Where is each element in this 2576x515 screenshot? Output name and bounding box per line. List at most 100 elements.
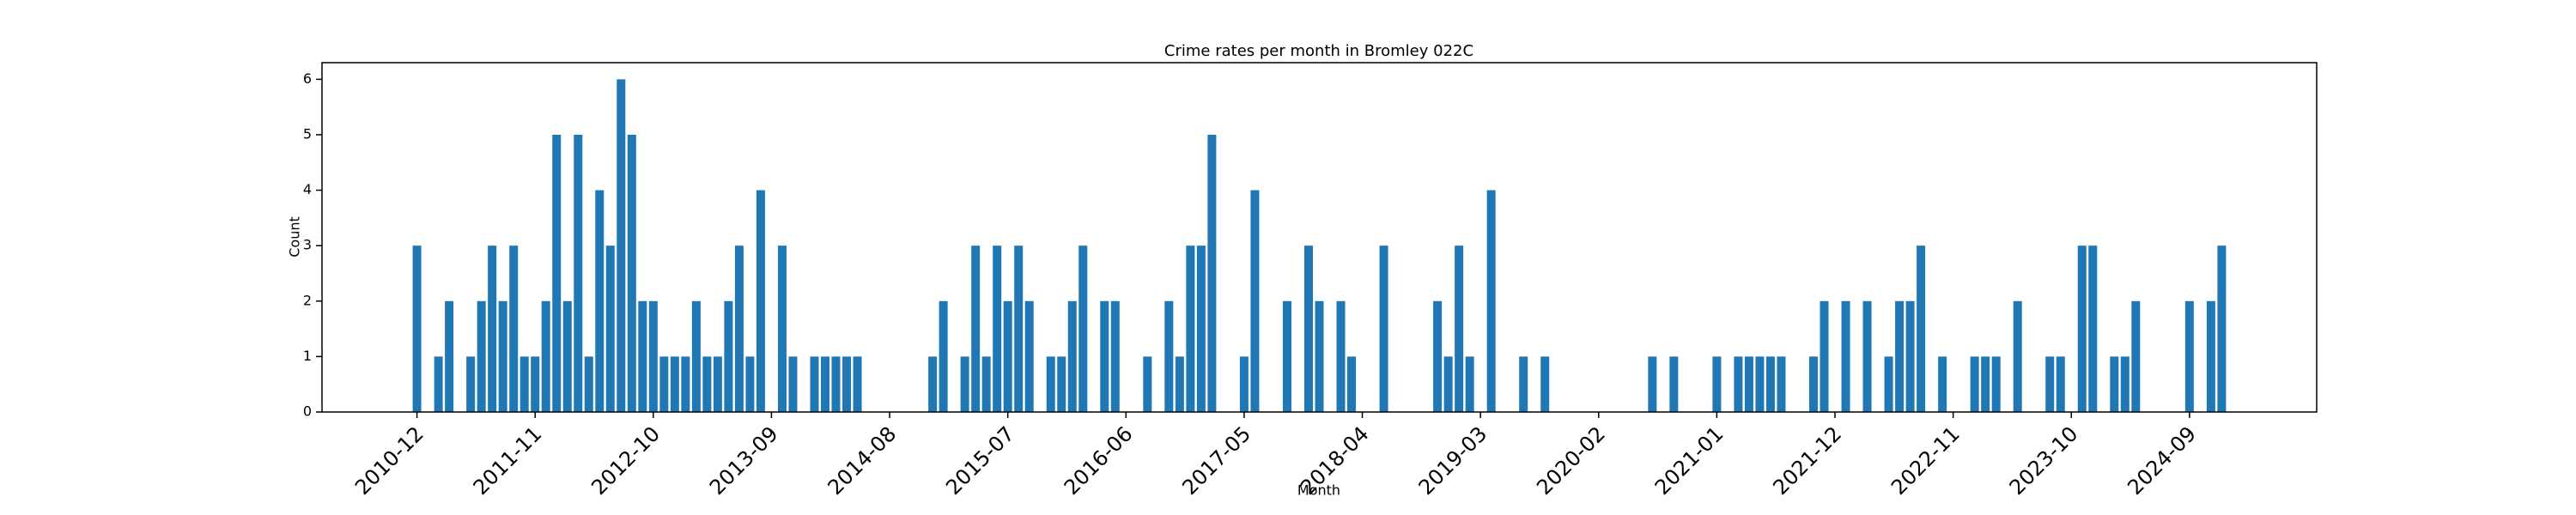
x-tick-label: 2021-12 <box>1769 421 1847 500</box>
bar <box>1303 245 1313 412</box>
bar <box>1078 245 1088 412</box>
bar <box>960 356 969 412</box>
bar <box>1164 300 1174 412</box>
bar <box>562 300 572 412</box>
bar <box>2056 356 2065 412</box>
bar <box>1239 356 1249 412</box>
x-tick-label: 2014-08 <box>823 421 902 500</box>
bar <box>1100 300 1109 412</box>
bar <box>627 134 636 412</box>
bar <box>1196 245 1206 412</box>
bar <box>1648 356 1657 412</box>
x-tick-label: 2017-05 <box>1177 421 1255 500</box>
y-tick-label: 0 <box>303 403 312 420</box>
bar <box>1057 356 1066 412</box>
bar <box>939 300 948 412</box>
bar <box>2217 245 2227 412</box>
chart-title: Crime rates per month in Bromley 022C <box>1164 42 1473 60</box>
bar <box>1443 356 1453 412</box>
bar <box>2110 356 2119 412</box>
bar <box>552 134 562 412</box>
bar <box>853 356 862 412</box>
bar <box>509 245 519 412</box>
bar <box>681 356 690 412</box>
bar <box>1917 245 1926 412</box>
bar <box>734 245 744 412</box>
x-tick-label: 2011-11 <box>469 421 547 500</box>
bar <box>1143 356 1152 412</box>
x-tick-label: 2012-10 <box>586 421 665 500</box>
bar <box>1991 356 2001 412</box>
y-tick-label: 2 <box>303 292 312 308</box>
x-tick-label: 2010-12 <box>350 421 428 500</box>
bar <box>1808 356 1818 412</box>
bar <box>971 245 981 412</box>
bar <box>1540 356 1550 412</box>
bar <box>777 245 787 412</box>
bar <box>412 245 422 412</box>
bar <box>1465 356 1474 412</box>
bar <box>638 300 647 412</box>
y-tick-label: 5 <box>303 125 312 142</box>
x-tick-label: 2023-10 <box>2005 421 2083 500</box>
bar <box>745 356 755 412</box>
bar <box>1250 190 1260 413</box>
bar <box>466 356 476 412</box>
bar <box>605 245 615 412</box>
bar <box>659 356 669 412</box>
bar <box>1207 134 1217 412</box>
bar <box>1765 356 1775 412</box>
bar <box>1669 356 1679 412</box>
bar <box>1455 245 1464 412</box>
bar <box>1884 356 1893 412</box>
bar <box>584 356 593 412</box>
bar <box>445 300 454 412</box>
bar <box>1046 356 1055 412</box>
bar <box>842 356 852 412</box>
bar <box>1755 356 1765 412</box>
bar <box>1024 300 1034 412</box>
bar <box>1175 356 1184 412</box>
bar <box>702 356 712 412</box>
bar <box>648 300 658 412</box>
bar <box>1433 300 1443 412</box>
bar <box>1938 356 1947 412</box>
bar <box>1486 190 1496 413</box>
x-tick-label: 2019-03 <box>1414 421 1492 500</box>
y-tick-label: 3 <box>303 237 312 253</box>
bar <box>1003 300 1012 412</box>
bar <box>1186 245 1195 412</box>
bar <box>1744 356 1753 412</box>
bar <box>574 134 583 412</box>
y-axis-label: Count <box>287 216 303 258</box>
bar <box>1315 300 1324 412</box>
bar <box>1067 300 1077 412</box>
bar <box>993 245 1002 412</box>
bar <box>1895 300 1905 412</box>
bar <box>2131 300 2141 412</box>
bar <box>1712 356 1722 412</box>
bar <box>1862 300 1872 412</box>
bar <box>713 356 722 412</box>
y-tick-label: 4 <box>303 181 312 197</box>
bar <box>498 300 507 412</box>
bar <box>1777 356 1786 412</box>
bar <box>519 356 529 412</box>
x-tick-label: 2022-11 <box>1886 421 1965 500</box>
bar <box>1282 300 1291 412</box>
bar <box>1970 356 1979 412</box>
bar <box>1014 245 1024 412</box>
bar <box>724 300 733 412</box>
x-tick-label: 2015-07 <box>941 421 1019 500</box>
bar <box>788 356 798 412</box>
bar <box>1981 356 1990 412</box>
bar <box>2206 300 2215 412</box>
bar <box>928 356 938 412</box>
bar <box>477 300 486 412</box>
x-tick-label: 2013-09 <box>705 421 783 500</box>
bar <box>434 356 443 412</box>
bar <box>670 356 679 412</box>
bar <box>1336 300 1346 412</box>
